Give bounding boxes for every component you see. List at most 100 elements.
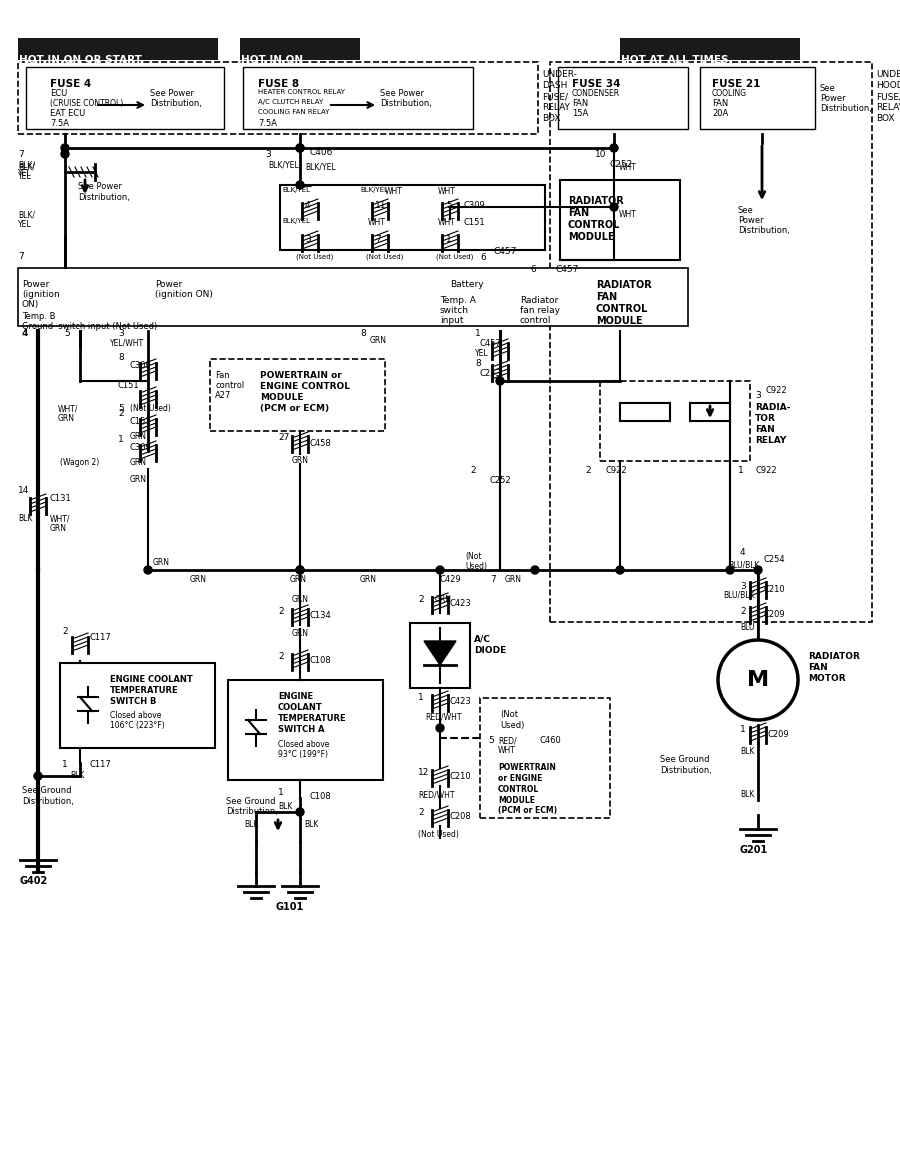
Text: C210: C210 bbox=[763, 585, 785, 595]
Text: RELAY: RELAY bbox=[755, 436, 787, 445]
Text: 3: 3 bbox=[265, 150, 271, 159]
Bar bbox=[228, 680, 383, 780]
Text: Distribution,: Distribution, bbox=[226, 807, 278, 816]
Text: BLK/YEL: BLK/YEL bbox=[305, 162, 336, 172]
Text: BLK: BLK bbox=[18, 513, 32, 523]
Text: C457: C457 bbox=[480, 338, 502, 348]
Text: Used): Used) bbox=[500, 721, 525, 730]
Text: 1: 1 bbox=[118, 435, 124, 444]
Text: HOT AT ALL TIMES: HOT AT ALL TIMES bbox=[621, 54, 728, 65]
Text: C209: C209 bbox=[768, 730, 789, 739]
Text: 1: 1 bbox=[62, 760, 68, 770]
Text: RED/: RED/ bbox=[498, 736, 517, 745]
Text: Power: Power bbox=[820, 94, 846, 103]
Text: Distribution,: Distribution, bbox=[738, 226, 790, 235]
Text: TEMPERATURE: TEMPERATURE bbox=[110, 686, 178, 695]
Text: WHT/: WHT/ bbox=[58, 404, 78, 413]
Text: EAT ECU: EAT ECU bbox=[50, 109, 86, 118]
Text: See Ground: See Ground bbox=[22, 786, 71, 795]
Text: C922: C922 bbox=[755, 466, 777, 475]
Text: FAN: FAN bbox=[572, 99, 589, 108]
Text: CONTROL: CONTROL bbox=[596, 304, 648, 314]
Text: 2: 2 bbox=[418, 595, 424, 604]
Text: BLU/BLK: BLU/BLK bbox=[723, 590, 754, 599]
Text: 3: 3 bbox=[755, 391, 760, 400]
Text: A/C: A/C bbox=[474, 635, 490, 644]
Text: WHT: WHT bbox=[619, 163, 637, 172]
Text: C210: C210 bbox=[450, 772, 472, 781]
Text: GRN: GRN bbox=[50, 524, 67, 533]
Text: Fan: Fan bbox=[215, 371, 230, 380]
Text: 10: 10 bbox=[595, 150, 607, 159]
Text: BLK/: BLK/ bbox=[18, 160, 35, 169]
Text: Distribution,: Distribution, bbox=[78, 194, 130, 202]
Text: C117: C117 bbox=[90, 633, 112, 642]
Text: 6: 6 bbox=[530, 265, 536, 274]
Text: RELAY: RELAY bbox=[876, 103, 900, 112]
Text: (Wagon 2): (Wagon 2) bbox=[60, 458, 99, 467]
Text: GRN: GRN bbox=[130, 458, 147, 467]
Text: 4: 4 bbox=[740, 548, 745, 557]
Text: RELAY: RELAY bbox=[542, 103, 570, 112]
Circle shape bbox=[296, 144, 304, 152]
Text: CONTROL: CONTROL bbox=[568, 220, 620, 229]
Text: 5: 5 bbox=[488, 736, 494, 745]
Circle shape bbox=[436, 724, 444, 732]
Bar bbox=[480, 698, 610, 818]
Text: Distribution,: Distribution, bbox=[150, 99, 202, 108]
Bar bbox=[550, 61, 872, 622]
Text: 27: 27 bbox=[278, 433, 290, 442]
Text: Closed above: Closed above bbox=[278, 739, 329, 749]
Text: 7: 7 bbox=[18, 252, 23, 261]
Bar bbox=[26, 67, 224, 129]
Text: A/C CLUTCH RELAY: A/C CLUTCH RELAY bbox=[258, 99, 323, 105]
Text: See Ground: See Ground bbox=[226, 797, 275, 806]
Text: 3: 3 bbox=[118, 329, 124, 338]
Text: (Not Used): (Not Used) bbox=[436, 253, 473, 260]
Text: GRN: GRN bbox=[190, 575, 207, 584]
Text: C458: C458 bbox=[310, 439, 332, 449]
Text: BOX: BOX bbox=[876, 114, 895, 123]
Text: MODULE: MODULE bbox=[260, 393, 303, 402]
Text: Power: Power bbox=[155, 280, 182, 289]
Bar bbox=[240, 38, 360, 60]
Text: POWERTRAIN or: POWERTRAIN or bbox=[260, 371, 342, 380]
Text: 5: 5 bbox=[118, 404, 124, 413]
Circle shape bbox=[754, 566, 762, 574]
Bar bbox=[18, 38, 218, 60]
Circle shape bbox=[296, 808, 304, 816]
Text: 2: 2 bbox=[278, 607, 284, 615]
Text: G201: G201 bbox=[740, 845, 769, 855]
Text: WHT: WHT bbox=[438, 187, 456, 196]
Text: G101: G101 bbox=[276, 902, 304, 912]
Text: MODULE: MODULE bbox=[596, 316, 643, 326]
Text: UNDER-: UNDER- bbox=[542, 70, 577, 79]
Polygon shape bbox=[424, 641, 456, 665]
Text: BLK: BLK bbox=[304, 821, 319, 829]
Text: ENGINE CONTROL: ENGINE CONTROL bbox=[260, 382, 350, 391]
Text: C922: C922 bbox=[605, 466, 626, 475]
Text: Distribution,: Distribution, bbox=[22, 797, 74, 806]
Text: FUSE 34: FUSE 34 bbox=[572, 79, 620, 89]
Text: C309: C309 bbox=[464, 201, 486, 210]
Text: C151: C151 bbox=[130, 417, 151, 427]
Text: GRN: GRN bbox=[153, 557, 170, 567]
Text: ON): ON) bbox=[22, 300, 40, 309]
Text: 1: 1 bbox=[740, 726, 746, 734]
Circle shape bbox=[144, 566, 152, 574]
Text: YEL: YEL bbox=[475, 349, 489, 358]
Text: C309: C309 bbox=[130, 443, 152, 452]
Text: C252: C252 bbox=[610, 160, 634, 169]
Text: 1: 1 bbox=[475, 329, 481, 338]
Circle shape bbox=[34, 772, 42, 780]
Text: or ENGINE: or ENGINE bbox=[498, 774, 543, 783]
Bar bbox=[280, 185, 545, 250]
Text: 2: 2 bbox=[418, 808, 424, 817]
Text: ENGINE: ENGINE bbox=[278, 692, 313, 701]
Text: BLK/YEL: BLK/YEL bbox=[282, 218, 310, 224]
Text: GRN: GRN bbox=[290, 575, 307, 584]
Text: 4: 4 bbox=[22, 329, 29, 338]
Text: (Not Used): (Not Used) bbox=[296, 253, 333, 260]
Circle shape bbox=[296, 144, 304, 152]
Bar bbox=[210, 359, 385, 431]
